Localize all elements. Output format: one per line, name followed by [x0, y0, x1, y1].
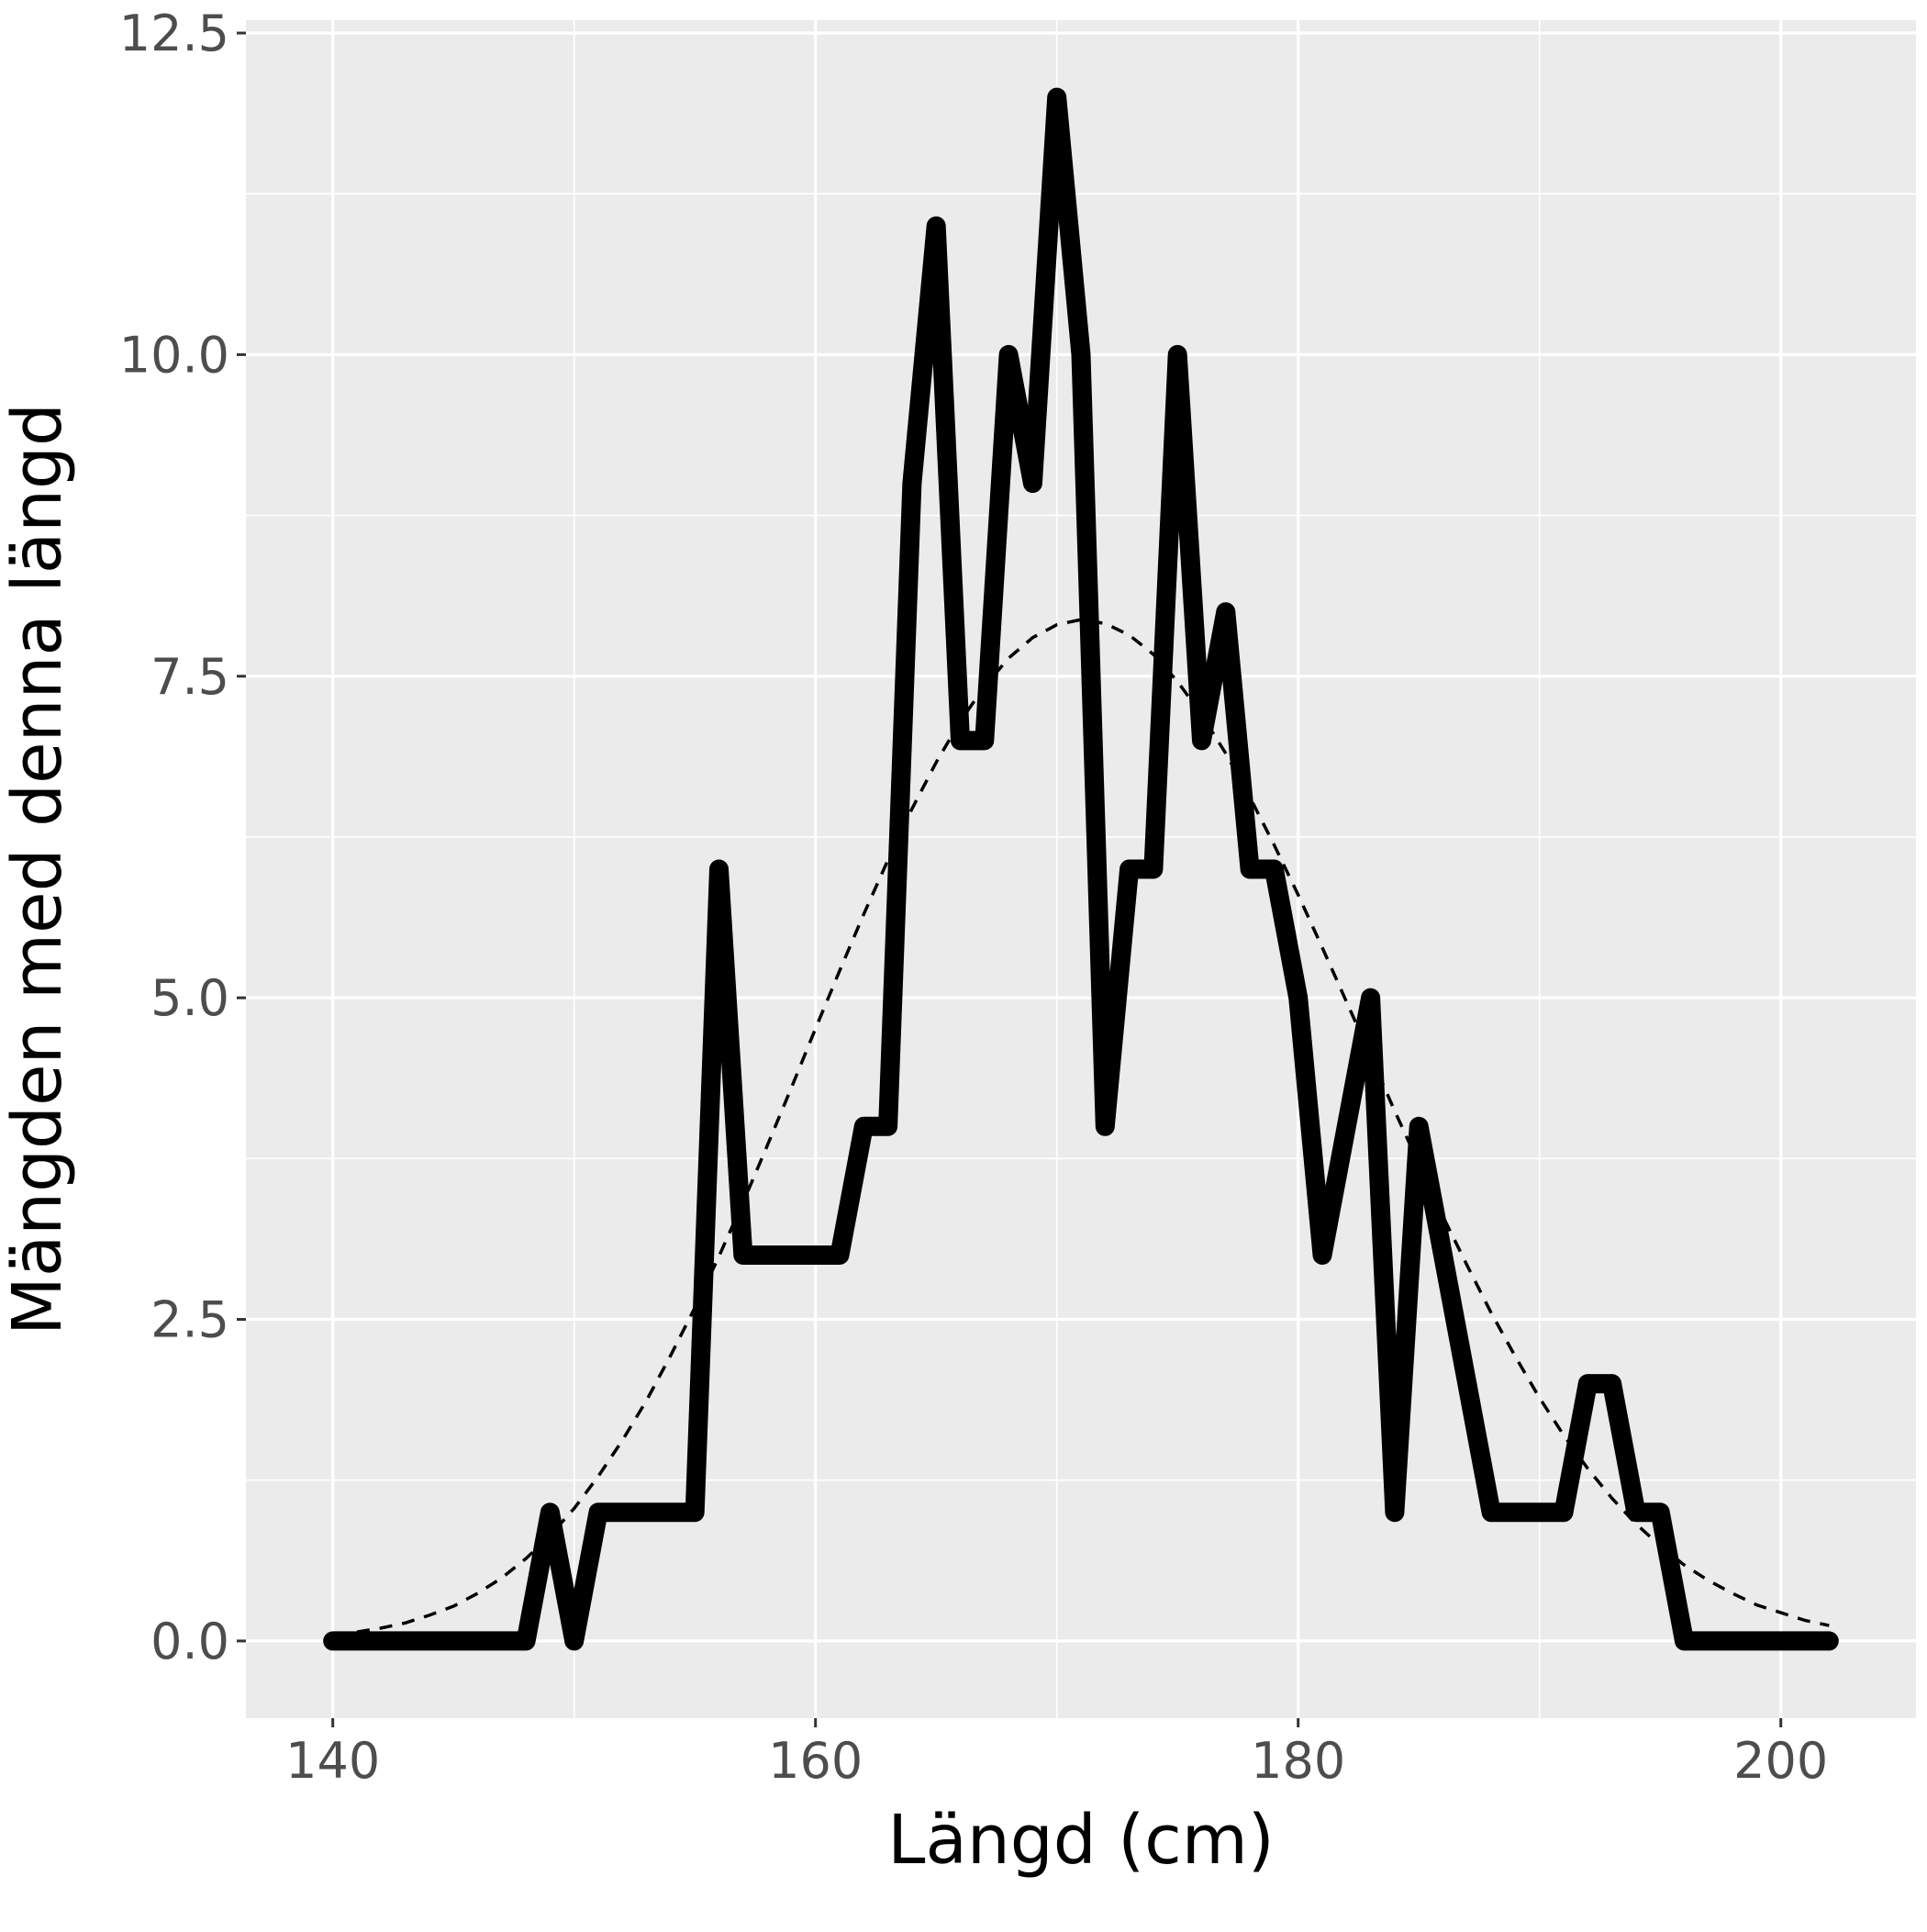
y-tick-label: 0.0: [150, 1613, 229, 1670]
y-tick-label: 7.5: [150, 648, 229, 706]
frequency-line: [323, 87, 1839, 1651]
x-tick-label: 200: [1733, 1732, 1828, 1790]
x-axis: 140 160 180 200: [285, 1718, 1828, 1790]
y-axis: 0.0 2.5 5.0 7.5 10.0 12.5: [119, 5, 246, 1670]
series-layer: [323, 87, 1839, 1651]
x-tick-label: 140: [285, 1732, 380, 1790]
y-axis-title: Mängden med denna längd: [0, 403, 77, 1335]
x-tick-label: 180: [1251, 1732, 1345, 1790]
y-tick-label: 10.0: [119, 326, 229, 384]
y-tick-label: 5.0: [150, 969, 229, 1027]
x-tick-label: 160: [768, 1732, 863, 1790]
y-tick-label: 2.5: [150, 1291, 229, 1349]
minor-gridlines: [246, 20, 1916, 1718]
major-gridlines: [246, 20, 1916, 1718]
y-tick-label: 12.5: [119, 5, 229, 62]
x-axis-title: Längd (cm): [887, 1801, 1274, 1880]
